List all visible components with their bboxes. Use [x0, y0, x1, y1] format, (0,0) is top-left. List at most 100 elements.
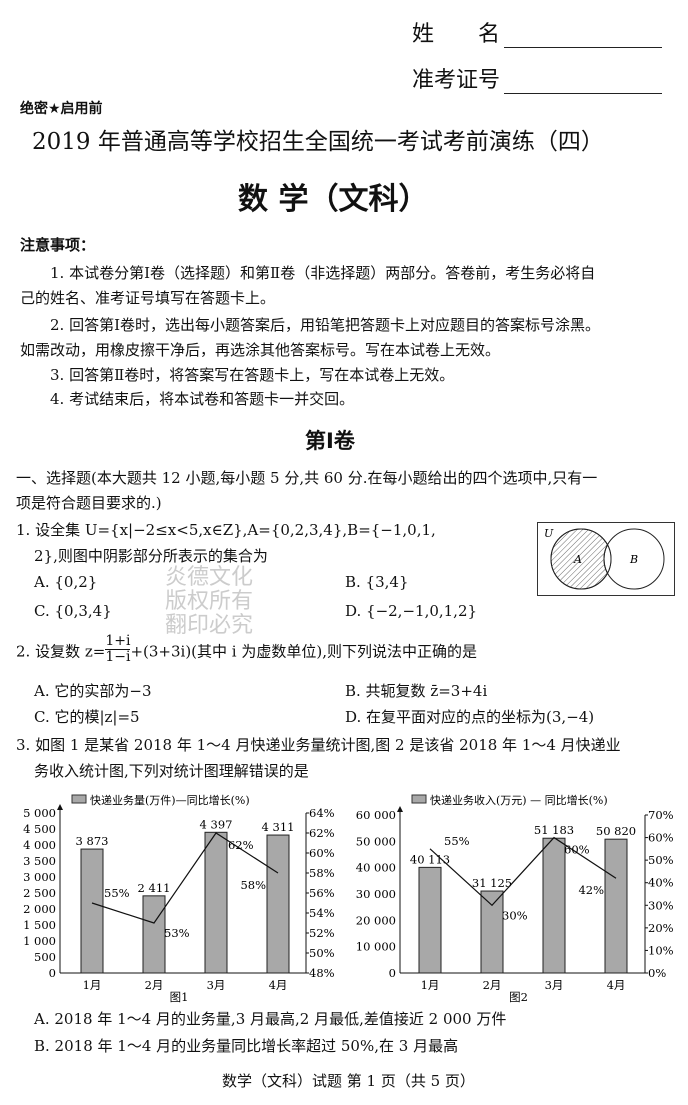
line-value-label: 42% [578, 883, 604, 897]
bar [480, 890, 504, 974]
name-blank[interactable] [504, 27, 663, 48]
y-tick-label: 2 000 [23, 902, 56, 916]
y-tick-label: 5 000 [23, 806, 56, 820]
notice-heading: 注意事项： [20, 236, 96, 254]
line-value-label: 30% [502, 908, 528, 922]
q3-stem: 务收入统计图,下列对统计图理解错误的是 [34, 762, 309, 780]
q1-option-a[interactable]: A. {0,2} [34, 573, 98, 591]
y2-tick-label: 50% [648, 853, 674, 867]
id-field: 准考证号 [412, 62, 663, 94]
y-tick-label: 3 500 [23, 854, 56, 868]
subject-title: 数 学（文科） [238, 182, 429, 217]
x-tick-label: 3月 [545, 978, 564, 992]
y2-tick-label: 30% [648, 898, 674, 912]
q1-stem: 2},则图中阴影部分所表示的集合为 [34, 547, 268, 565]
y-axis-arrow [397, 806, 403, 812]
notice-item: 3. 回答第Ⅱ卷时，将答案写在答题卡上，写在本试卷上无效。 [50, 366, 455, 384]
bar-value-label: 4 311 [262, 820, 295, 834]
y2-tick-label: 52% [309, 926, 335, 940]
y2-tick-label: 40% [648, 876, 674, 890]
q3-option-a[interactable]: A. 2018 年 1～4 月的业务量,3 月最高,2 月最低,差值接近 2 0… [34, 1010, 507, 1028]
denominator: 1−i [105, 649, 131, 665]
watermark-line: 炎德文化 [164, 565, 253, 590]
part-heading: 项是符合题目要求的.) [16, 494, 162, 512]
line-value-label: 53% [164, 926, 190, 940]
q1-option-b[interactable]: B. {3,4} [345, 573, 409, 591]
y-tick-label: 10 000 [356, 940, 396, 954]
growth-line [429, 836, 617, 907]
bar [80, 848, 104, 974]
y-tick-label: 0 [389, 966, 396, 980]
name-field: 姓 名 [412, 16, 663, 48]
line-value-label: 55% [104, 886, 130, 900]
x-tick-label: 1月 [83, 978, 102, 992]
q2-stem-pre: 2. 设复数 z= [16, 642, 106, 661]
y2-tick-label: 20% [648, 921, 674, 935]
y-tick-label: 40 000 [356, 861, 396, 875]
q2-option-b[interactable]: B. 共轭复数 z̄=3+4i [345, 682, 488, 700]
bar-value-label: 40 113 [410, 852, 450, 866]
page-footer: 数学（文科）试题 第 1 页（共 5 页） [222, 1072, 475, 1090]
x-tick-label: 4月 [269, 978, 288, 992]
y2-tick-label: 48% [309, 966, 335, 980]
q3-option-b[interactable]: B. 2018 年 1～4 月的业务量同比增长率超过 50%,在 3 月最高 [34, 1037, 459, 1055]
y-tick-label: 30 000 [356, 887, 396, 901]
y-tick-label: 20 000 [356, 913, 396, 927]
y-tick-label: 50 000 [356, 834, 396, 848]
id-blank[interactable] [504, 73, 663, 94]
y-axis-arrow [57, 804, 63, 810]
y-tick-label: 500 [34, 950, 56, 964]
x-tick-label: 4月 [607, 978, 626, 992]
id-label: 准考证号 [412, 68, 501, 93]
y2-tick-label: 56% [309, 886, 335, 900]
bar-value-label: 31 125 [472, 876, 512, 890]
y2-tick-label: 60% [309, 846, 335, 860]
notice-item: 1. 本试卷分第Ⅰ卷（选择题）和第Ⅱ卷（非选择题）两部分。答卷前，考生务必将自 [50, 264, 596, 282]
q1-option-c[interactable]: C. {0,3,4} [34, 602, 112, 620]
bar [418, 866, 442, 974]
legend-text: 快递业务收入(万元) — 同比增长(%) [430, 793, 608, 807]
y2-tick-label: 70% [648, 808, 674, 822]
fraction: 1+i 1−i [105, 634, 131, 665]
bar-value-label: 50 820 [596, 824, 636, 838]
bar-value-label: 51 183 [534, 823, 574, 837]
q3-stem: 3. 如图 1 是某省 2018 年 1～4 月快递业务量统计图,图 2 是该省… [16, 736, 621, 754]
notice-item: 如需改动，用橡皮擦干净后，再选涂其他答案标号。写在本试卷上无效。 [20, 341, 501, 359]
line-value-label: 62% [228, 838, 254, 852]
y-tick-label: 60 000 [356, 808, 396, 822]
secret-label: 绝密★启用前 [20, 101, 103, 117]
y2-tick-label: 60% [648, 831, 674, 845]
bar-value-label: 3 873 [76, 834, 109, 848]
y-tick-label: 1 500 [23, 918, 56, 932]
y2-tick-label: 64% [309, 806, 335, 820]
y-tick-label: 3 000 [23, 870, 56, 884]
section-title: 第Ⅰ卷 [305, 429, 355, 453]
notice-item: 4. 考试结束后，将本试卷和答题卡一并交回。 [50, 390, 355, 408]
venn-diagram: U A B [537, 522, 675, 596]
q1-option-d[interactable]: D. {−2,−1,0,1,2} [345, 602, 478, 620]
set-u-label: U [544, 527, 554, 540]
bar [142, 895, 166, 974]
q2-option-a[interactable]: A. 它的实部为−3 [34, 682, 152, 700]
y-tick-label: 4 500 [23, 822, 56, 836]
set-b-label: B [629, 553, 638, 566]
watermark: 炎德文化 版权所有 翻印必究 [142, 566, 276, 638]
bar [204, 831, 228, 974]
y2-tick-label: 50% [309, 946, 335, 960]
legend-swatch [71, 794, 87, 804]
x-tick-label: 3月 [207, 978, 226, 992]
bar [542, 837, 566, 974]
y2-tick-label: 62% [309, 826, 335, 840]
exam-title: 2019 年普通高等学校招生全国统一考试考前演练（四） [32, 129, 604, 155]
q2-option-d[interactable]: D. 在复平面对应的点的坐标为(3,−4) [345, 708, 595, 726]
y2-tick-label: 54% [309, 906, 335, 920]
growth-line [91, 832, 279, 924]
figure-caption: 图2 [509, 990, 528, 1004]
chart-figure-2: 快递业务收入(万元) — 同比增长(%) 0 10 000 20 000 30 000 4… [356, 793, 674, 1004]
q2-option-c[interactable]: C. 它的模|z|=5 [34, 708, 140, 726]
venn-svg: U A B [544, 527, 665, 590]
line-value-label: 58% [240, 878, 266, 892]
y-tick-label: 1 000 [23, 934, 56, 948]
y2-tick-label: 0% [648, 966, 666, 980]
